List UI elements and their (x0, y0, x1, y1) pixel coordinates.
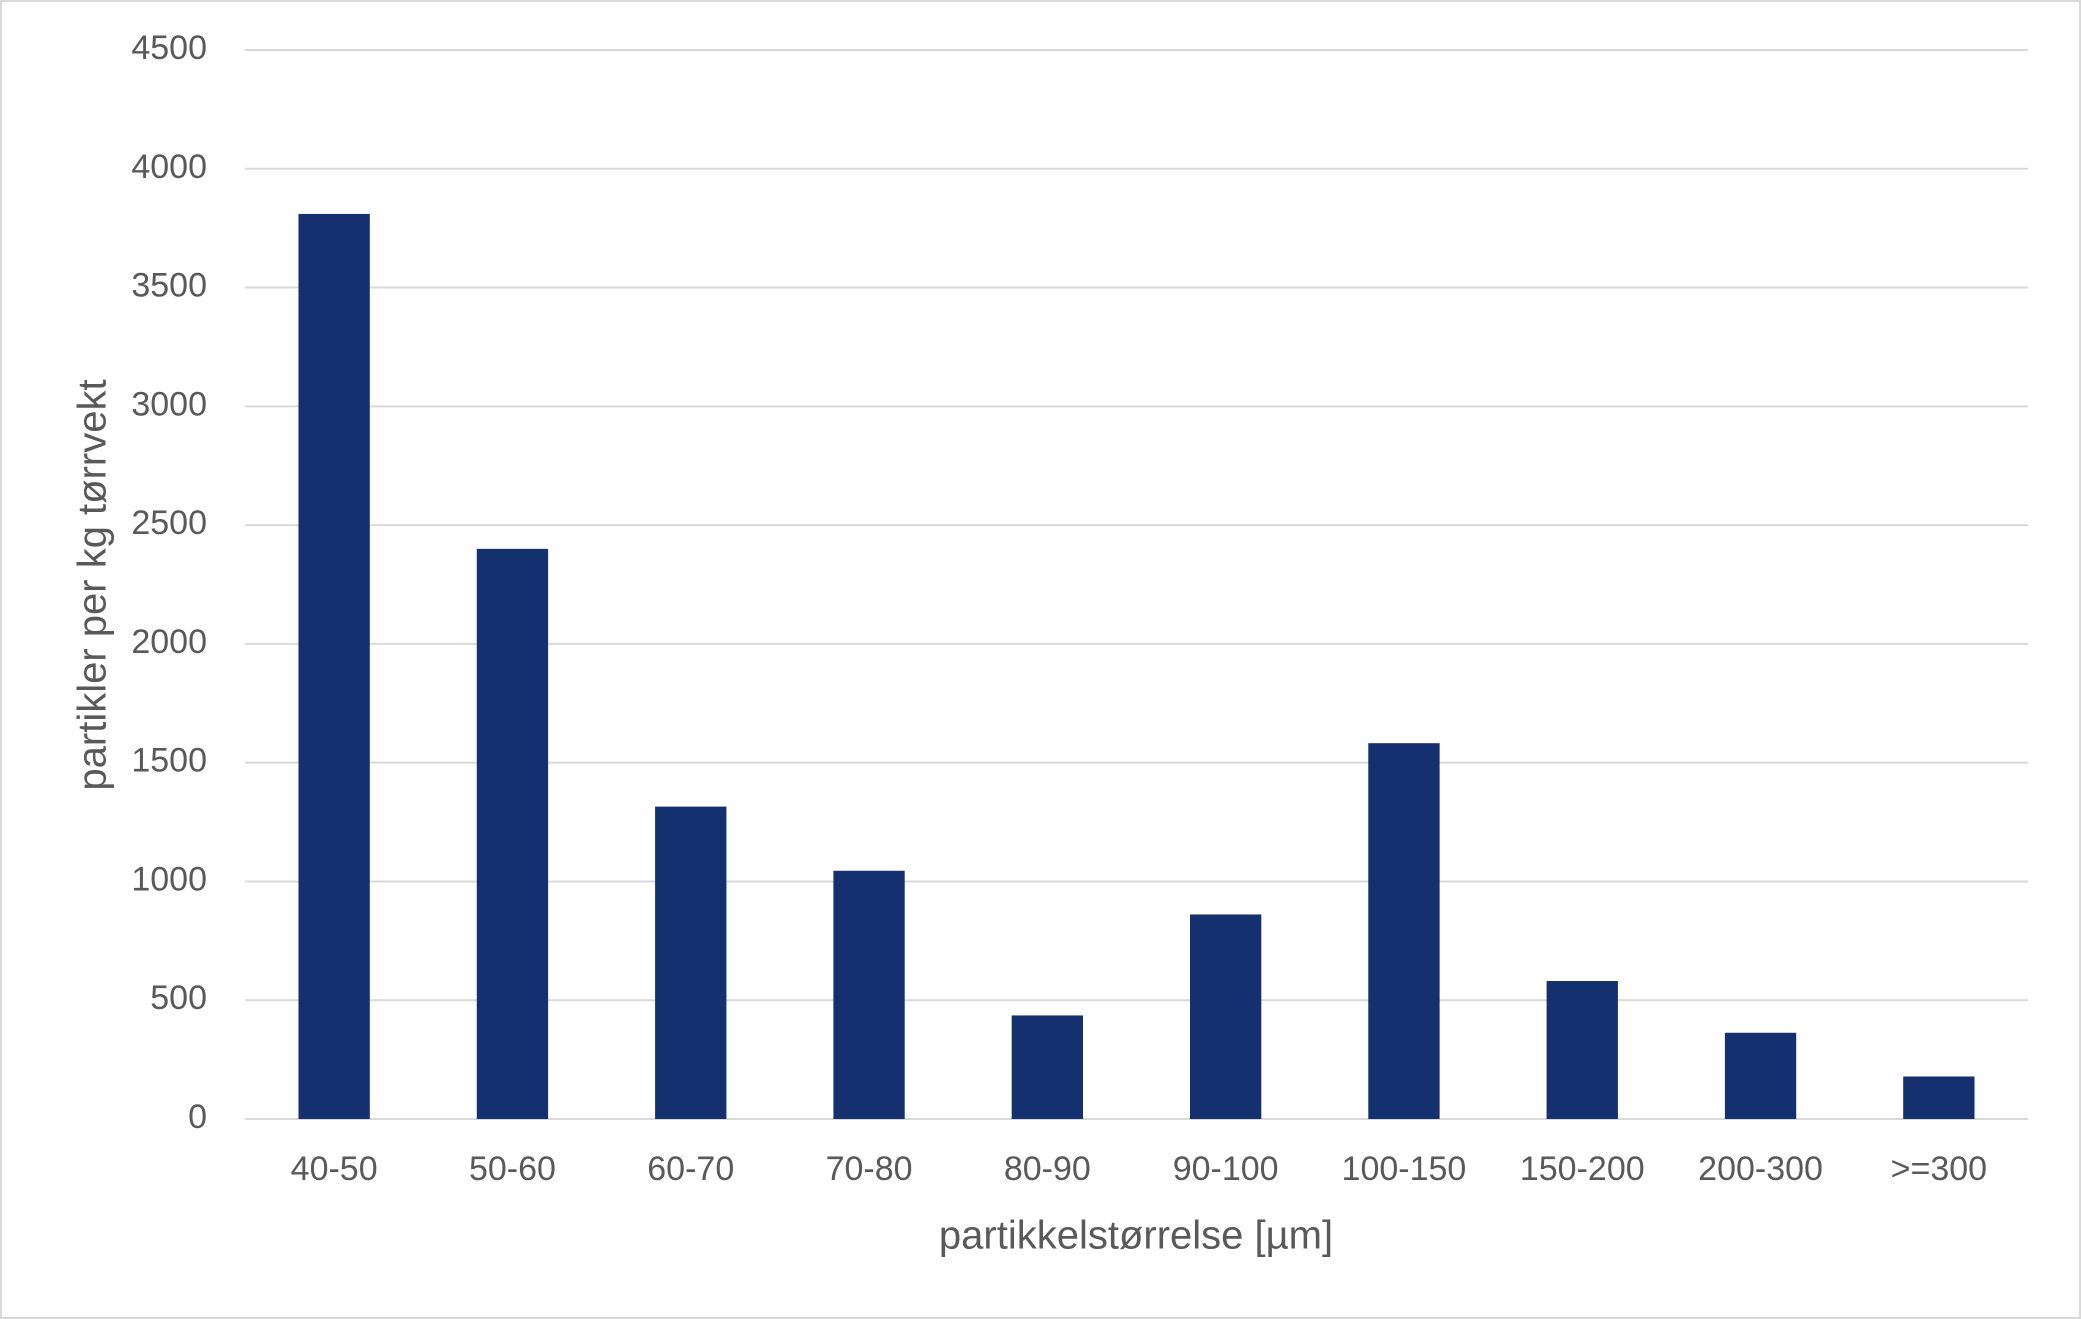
bar (1011, 1015, 1084, 1119)
x-tick-label: 50-60 (469, 1150, 556, 1188)
bar (655, 806, 727, 1119)
y-tick-label: 1000 (131, 860, 207, 898)
y-tick-label: 4500 (131, 29, 207, 67)
x-tick-label: 150-200 (1520, 1150, 1645, 1188)
x-tick-label: 100-150 (1342, 1150, 1467, 1188)
y-tick-label: 4000 (131, 148, 207, 186)
x-axis-label: partikkelstørrelse [µm] (939, 1214, 1333, 1258)
y-axis-label: partikler per kg tørrvekt (71, 379, 115, 790)
x-tick-label: 80-90 (1004, 1150, 1091, 1188)
bar (476, 548, 549, 1119)
bar (298, 213, 370, 1119)
y-tick-label: 0 (188, 1098, 207, 1136)
x-tick-label: 200-300 (1698, 1150, 1823, 1188)
x-tick-label: 60-70 (647, 1150, 734, 1188)
bar (1189, 914, 1262, 1119)
bar (1546, 980, 1618, 1119)
y-tick-label: 500 (150, 979, 207, 1017)
y-tick-label: 3000 (131, 385, 207, 423)
y-tick-label: 2000 (131, 623, 207, 661)
x-tick-label: >=300 (1891, 1150, 1987, 1188)
bar (833, 870, 905, 1119)
bar (1903, 1076, 1975, 1119)
x-tick-label: 90-100 (1173, 1150, 1279, 1188)
x-tick-label: 70-80 (826, 1150, 913, 1188)
bar (1368, 743, 1440, 1119)
x-tick-label: 40-50 (291, 1150, 378, 1188)
y-tick-label: 2500 (131, 504, 207, 542)
y-tick-label: 3500 (131, 267, 207, 305)
bar (1724, 1032, 1797, 1119)
y-tick-label: 1500 (131, 742, 207, 780)
